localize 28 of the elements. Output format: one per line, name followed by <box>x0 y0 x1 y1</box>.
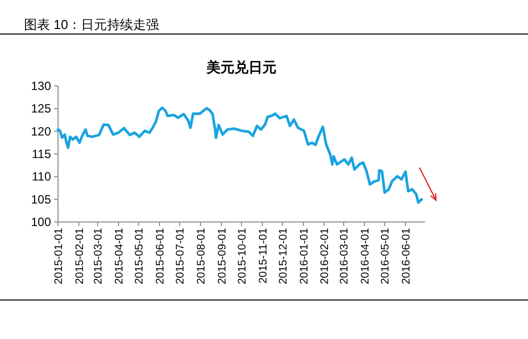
x-tick-label: 2015-10-01 <box>236 228 248 284</box>
x-tick-label: 2015-06-01 <box>154 228 166 284</box>
x-tick-label: 2015-11-01 <box>257 228 270 284</box>
x-tick-label: 2015-12-01 <box>278 228 290 284</box>
x-tick-label: 2015-05-01 <box>134 228 146 284</box>
x-tick-label: 2016-03-01 <box>338 228 351 284</box>
x-tick-label: 2016-06-01 <box>400 228 413 284</box>
y-tick-label: 105 <box>30 192 52 206</box>
x-tick-label: 2015-02-01 <box>74 228 86 284</box>
x-tick-label: 2015-09-01 <box>216 228 228 284</box>
x-tick-label: 2016-02-01 <box>319 228 332 284</box>
x-tick-label: 2016-01-01 <box>298 228 310 284</box>
chart-title: 图表 10：日元持续走强 <box>24 17 160 32</box>
x-tick-label: 2015-03-01 <box>92 228 105 284</box>
y-tick-label: 100 <box>30 215 52 229</box>
x-tick-label: 2015-04-01 <box>113 228 126 284</box>
y-tick-label: 115 <box>32 147 52 161</box>
y-tick-label: 130 <box>30 79 52 93</box>
y-tick-label: 110 <box>32 170 52 184</box>
y-tick-label: 120 <box>30 124 52 138</box>
line-series <box>56 106 423 204</box>
x-tick-label: 2015-01-01 <box>53 228 65 284</box>
chart-subtitle: 美元兑日元 <box>206 59 276 75</box>
x-tick-label: 2016-04-01 <box>360 228 372 284</box>
y-tick-label: 125 <box>30 102 52 116</box>
x-tick-label: 2016-05-01 <box>380 228 392 284</box>
x-tick-label: 2015-07-01 <box>174 228 187 284</box>
x-tick-label: 2015-08-01 <box>196 228 208 284</box>
